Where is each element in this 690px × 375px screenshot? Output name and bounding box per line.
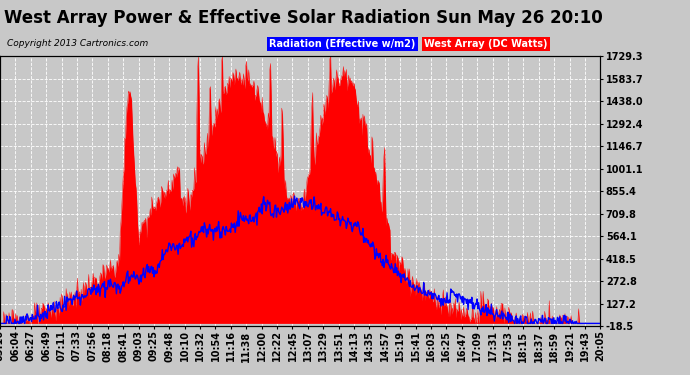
Text: Radiation (Effective w/m2): Radiation (Effective w/m2) [269, 39, 415, 50]
Text: West Array Power & Effective Solar Radiation Sun May 26 20:10: West Array Power & Effective Solar Radia… [4, 9, 603, 27]
Text: West Array (DC Watts): West Array (DC Watts) [424, 39, 548, 50]
Text: Copyright 2013 Cartronics.com: Copyright 2013 Cartronics.com [7, 39, 148, 48]
